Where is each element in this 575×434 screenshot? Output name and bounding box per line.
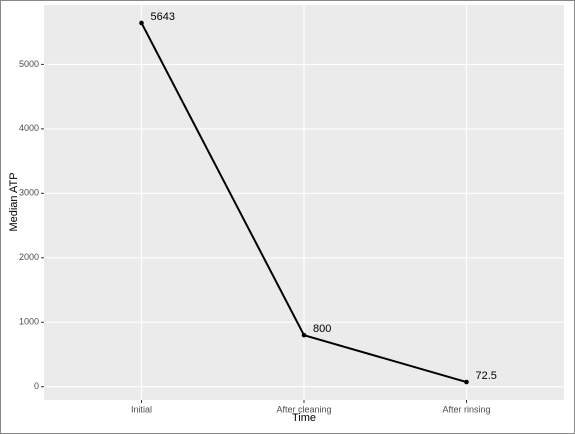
y-tick-label: 4000 [19, 123, 39, 133]
y-axis-label: Median ATP [8, 172, 20, 231]
y-tick-label: 1000 [19, 317, 39, 327]
point [301, 332, 307, 338]
x-tick-label: After rinsing [442, 404, 490, 414]
x-tick-label: Initial [131, 404, 152, 414]
data-label: 800 [313, 323, 331, 335]
y-tick-label: 2000 [19, 252, 39, 262]
data-label: 5643 [151, 11, 175, 23]
x-tick-label: After cleaning [276, 404, 331, 414]
point [139, 20, 144, 26]
data-label: 72.5 [476, 370, 497, 382]
y-tick-label: 5000 [19, 59, 39, 69]
x-axis-label: Time [292, 412, 316, 424]
y-tick-label: 0 [34, 381, 39, 391]
y-tick-label: 3000 [19, 188, 39, 198]
point [464, 379, 469, 385]
